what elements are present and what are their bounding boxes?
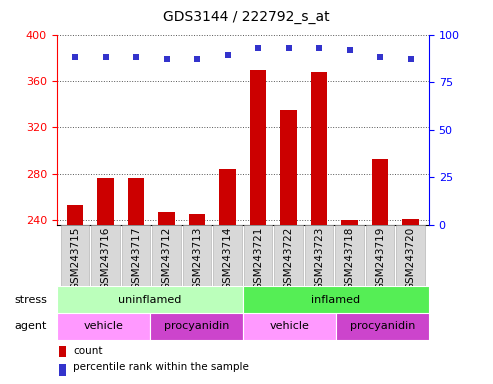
Point	[284, 45, 292, 51]
Bar	[280, 110, 297, 225]
Text: procyanidin: procyanidin	[164, 321, 229, 331]
Bar	[59, 364, 66, 376]
Text: GSM243716: GSM243716	[101, 227, 110, 290]
Text: inflamed: inflamed	[311, 295, 360, 305]
Point	[102, 54, 109, 60]
Bar	[158, 212, 175, 225]
Text: vehicle: vehicle	[83, 321, 123, 331]
Point	[407, 56, 415, 62]
Bar	[366, 225, 394, 286]
Point	[132, 54, 140, 60]
Bar	[91, 225, 120, 286]
Bar	[183, 225, 211, 286]
Text: count: count	[73, 346, 103, 356]
Bar	[122, 225, 150, 286]
Bar	[59, 346, 66, 357]
Text: GSM243713: GSM243713	[192, 227, 202, 290]
Bar	[305, 225, 333, 286]
Bar	[372, 159, 388, 225]
Bar	[396, 225, 425, 286]
Point	[193, 56, 201, 62]
Bar	[152, 225, 181, 286]
Text: GSM243720: GSM243720	[406, 227, 416, 290]
Text: GSM243717: GSM243717	[131, 227, 141, 290]
Bar	[57, 286, 243, 313]
Bar	[61, 225, 89, 286]
Bar	[150, 313, 243, 340]
Bar	[402, 219, 419, 225]
Bar	[97, 178, 114, 225]
Text: GSM243722: GSM243722	[283, 227, 293, 290]
Text: uninflamed: uninflamed	[118, 295, 181, 305]
Text: GSM243718: GSM243718	[345, 227, 354, 290]
Text: vehicle: vehicle	[269, 321, 309, 331]
Text: GSM243714: GSM243714	[222, 227, 233, 290]
Text: GDS3144 / 222792_s_at: GDS3144 / 222792_s_at	[163, 10, 330, 23]
Bar	[249, 71, 266, 225]
Point	[224, 52, 232, 58]
Bar	[311, 72, 327, 225]
Point	[254, 45, 262, 51]
Text: agent: agent	[15, 321, 47, 331]
Text: GSM243723: GSM243723	[314, 227, 324, 290]
Bar	[244, 225, 273, 286]
Point	[71, 54, 79, 60]
Bar	[189, 214, 206, 225]
Bar	[67, 205, 83, 225]
Bar	[341, 220, 358, 225]
Bar	[336, 313, 429, 340]
Bar	[57, 313, 150, 340]
Bar	[128, 178, 144, 225]
Bar	[243, 286, 429, 313]
Text: GSM243721: GSM243721	[253, 227, 263, 290]
Bar	[335, 225, 364, 286]
Bar	[213, 225, 242, 286]
Text: procyanidin: procyanidin	[350, 321, 415, 331]
Point	[315, 45, 323, 51]
Text: GSM243712: GSM243712	[162, 227, 172, 290]
Bar	[243, 313, 336, 340]
Text: percentile rank within the sample: percentile rank within the sample	[73, 362, 249, 372]
Text: stress: stress	[15, 295, 48, 305]
Point	[346, 47, 353, 53]
Bar	[274, 225, 303, 286]
Point	[163, 56, 171, 62]
Text: GSM243719: GSM243719	[375, 227, 385, 290]
Bar	[219, 169, 236, 225]
Point	[376, 54, 384, 60]
Text: GSM243715: GSM243715	[70, 227, 80, 290]
